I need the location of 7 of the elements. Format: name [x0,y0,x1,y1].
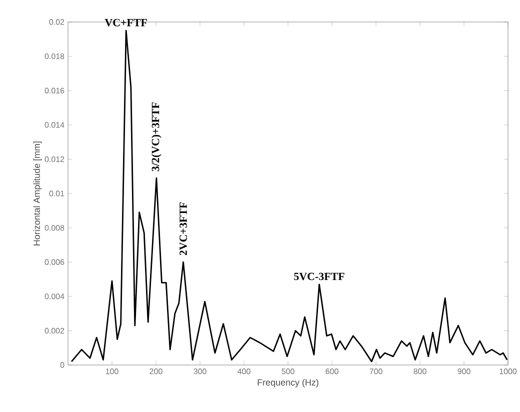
annotation: VC+FTF [104,18,147,26]
annotation: 3/2(VC)+3FTF [151,102,162,172]
annotation: 2VC+3FTF [180,202,187,256]
line-series [70,30,508,362]
annotation: 5VC-3FTF [294,272,344,280]
x-axis-title: Frequency (Hz) [258,379,318,388]
y-axis-title: Horizontal Amplitude [mm] [33,142,42,246]
